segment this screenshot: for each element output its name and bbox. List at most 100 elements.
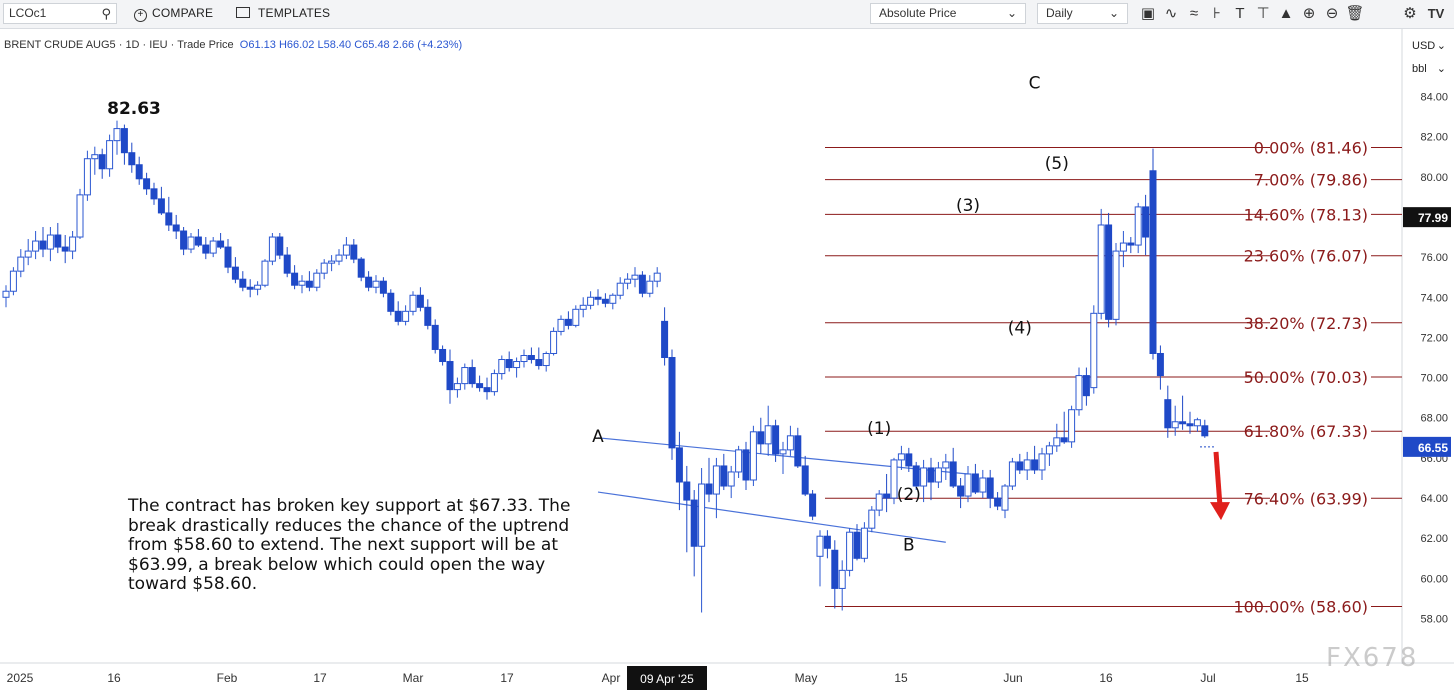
legend-exchange: IEU — [149, 39, 168, 51]
drawing-icon[interactable]: ≈ — [1189, 5, 1199, 22]
folder-icon — [236, 7, 250, 18]
wave-label: (2) — [897, 485, 921, 505]
candle-down — [172, 224, 180, 232]
candle-down — [231, 266, 239, 280]
candle-up — [9, 270, 17, 292]
candle-up — [113, 128, 121, 142]
candle-up — [1045, 445, 1053, 455]
chevron-down-icon: ⌄ — [1436, 40, 1446, 52]
x-tick-label: Jul — [1200, 671, 1215, 685]
candle-up — [1075, 375, 1083, 411]
candle-down — [350, 244, 358, 260]
candle-up — [897, 453, 905, 461]
candle-down — [690, 499, 698, 547]
logo-icon: TV — [1427, 6, 1445, 21]
price-mode-select[interactable]: Absolute Price ⌄ — [870, 3, 1026, 24]
symbol-search-input[interactable]: LCOc1 ⚲ — [3, 3, 117, 24]
candle-up — [749, 431, 757, 481]
candle-up — [1134, 206, 1142, 246]
candle-up — [779, 449, 787, 455]
projection-arrow-shaft — [1213, 451, 1223, 507]
crosshair-icon[interactable]: ⊦ — [1213, 5, 1221, 22]
templates-button[interactable]: TEMPLATES — [236, 3, 330, 24]
candle-up — [320, 262, 328, 274]
candle-down — [638, 274, 646, 294]
candle-down — [143, 178, 151, 190]
legend-high: H66.02 — [278, 39, 315, 51]
candle-down — [194, 236, 202, 246]
fib-level-label: 0.00% (81.46) — [1254, 138, 1368, 157]
crosshair-date-label: 09 Apr '25 — [640, 672, 694, 686]
candle-down — [1060, 437, 1068, 443]
candle-up — [1001, 485, 1009, 511]
settings-icon[interactable]: ⚙ — [1403, 5, 1417, 22]
indicators-icon[interactable]: ∿ — [1164, 5, 1178, 22]
interval-value: Daily — [1046, 6, 1073, 20]
y-tick-label: 62.00 — [1420, 533, 1448, 545]
candle-down — [564, 318, 572, 326]
y-tick-label: 70.00 — [1420, 373, 1448, 385]
candle-down — [883, 493, 891, 499]
candle-up — [106, 140, 114, 170]
candle-down — [742, 449, 750, 481]
unit-selector[interactable]: bbl ⌄ — [1408, 59, 1450, 79]
candle-up — [328, 260, 336, 264]
candle-up — [550, 330, 558, 354]
x-tick-label: 2025 — [7, 671, 34, 685]
candle-down — [927, 467, 935, 483]
x-tick-label: 15 — [894, 671, 908, 685]
candle-up — [646, 280, 654, 294]
candle-up — [313, 272, 321, 288]
candle-down — [283, 254, 291, 274]
fib-level-label: 100.00% (58.60) — [1233, 598, 1368, 617]
candle-up — [209, 240, 217, 254]
y-tick-label: 80.00 — [1420, 172, 1448, 184]
currency-selector[interactable]: USD ⌄ — [1408, 36, 1450, 56]
candle-down — [202, 244, 210, 254]
legend-open: O61.13 — [239, 39, 276, 51]
y-tick-label: 72.00 — [1420, 332, 1448, 344]
compare-button[interactable]: + COMPARE — [134, 3, 213, 24]
peak-label: 82.63 — [107, 99, 161, 119]
watermark: FX678 — [1326, 643, 1419, 673]
annotate-icon[interactable]: ⊤ — [1256, 5, 1270, 22]
candle-up — [1023, 459, 1031, 471]
shapes-icon[interactable]: ▲ — [1278, 5, 1294, 22]
candle-down — [1127, 242, 1135, 246]
interval-select[interactable]: Daily ⌄ — [1037, 3, 1128, 24]
candle-down — [1082, 375, 1090, 397]
candle-up — [1193, 419, 1201, 427]
candle-up — [764, 425, 772, 445]
candle-up — [490, 373, 498, 393]
text-icon[interactable]: T — [1235, 5, 1245, 22]
candle-down — [1105, 224, 1113, 320]
candle-down — [120, 128, 128, 154]
wave-label: (1) — [867, 419, 891, 439]
search-icon[interactable]: ⚲ — [101, 6, 111, 21]
price-mode-value: Absolute Price — [879, 6, 957, 20]
candle-down — [483, 387, 491, 393]
wave-label: B — [903, 535, 915, 555]
candle-down — [986, 477, 994, 499]
candle-down — [217, 240, 225, 248]
candle-down — [1201, 425, 1209, 437]
fib-level-label: 14.60% (78.13) — [1244, 205, 1368, 224]
bar-style-icon[interactable]: ▣ — [1140, 5, 1156, 22]
unit-label: bbl — [1412, 63, 1427, 75]
x-tick-label: Mar — [403, 671, 424, 685]
candle-up — [609, 294, 617, 304]
x-tick-label: May — [795, 671, 818, 685]
y-tick-label: 74.00 — [1420, 292, 1448, 304]
wave-label: (5) — [1045, 154, 1069, 174]
candle-down — [357, 258, 365, 278]
delete-icon[interactable]: 🗑 — [1345, 5, 1365, 22]
candle-up — [1112, 250, 1120, 320]
legend-close: C65.48 — [354, 39, 390, 51]
zoom-out-icon[interactable]: ⊖ — [1325, 5, 1339, 22]
x-tick-label: 16 — [107, 671, 121, 685]
candle-down — [98, 154, 106, 170]
candle-down — [128, 152, 136, 166]
price-chart[interactable]: 84.0082.0080.0078.0076.0074.0072.0070.00… — [0, 29, 1454, 692]
zoom-in-icon[interactable]: ⊕ — [1302, 5, 1316, 22]
candle-down — [971, 473, 979, 493]
